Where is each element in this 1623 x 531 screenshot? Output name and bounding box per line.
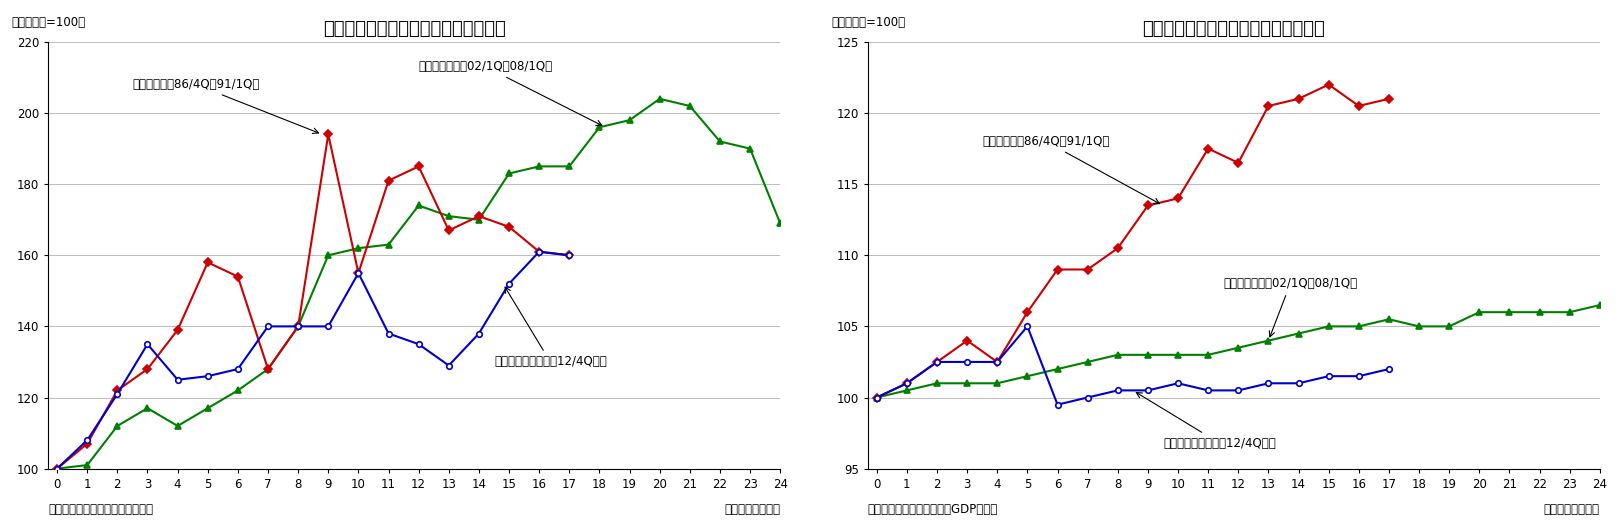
Text: （資料）内閣府「四半期別GDP速報」: （資料）内閣府「四半期別GDP速報」 (867, 503, 998, 516)
Text: （資料）財務省「法人企業統計」: （資料）財務省「法人企業統計」 (49, 503, 153, 516)
Text: 戦後最長景気（02/1Q～08/1Q）: 戦後最長景気（02/1Q～08/1Q） (1222, 277, 1357, 337)
Text: （景気の谷=100）: （景気の谷=100） (831, 16, 904, 29)
Text: アベノミクス景気（12/4Q～）: アベノミクス景気（12/4Q～） (493, 287, 607, 369)
Text: アベノミクス景気（12/4Q～）: アベノミクス景気（12/4Q～） (1136, 392, 1276, 450)
Text: （経過四半期数）: （経過四半期数） (724, 503, 779, 516)
Title: 過去の大型景気との比較（民間消費）: 過去の大型景気との比較（民間消費） (1141, 20, 1324, 38)
Text: 戦後最長景気（02/1Q～08/1Q）: 戦後最長景気（02/1Q～08/1Q） (419, 61, 602, 125)
Text: （経過四半期数）: （経過四半期数） (1543, 503, 1599, 516)
Text: バブル景気（86/4Q～91/1Q）: バブル景気（86/4Q～91/1Q） (133, 78, 318, 133)
Text: バブル景気（86/4Q～91/1Q）: バブル景気（86/4Q～91/1Q） (982, 135, 1159, 203)
Text: （景気の谷=100）: （景気の谷=100） (11, 16, 86, 29)
Title: 過去の大型景気との比較（経常利益）: 過去の大型景気との比較（経常利益） (323, 20, 505, 38)
